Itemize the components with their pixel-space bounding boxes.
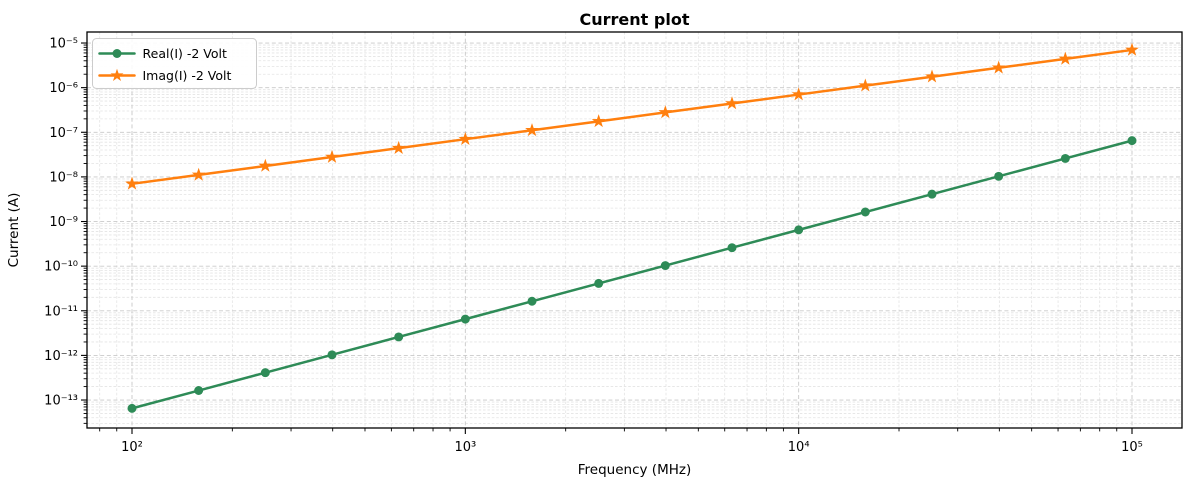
y-tick-label: 10⁻¹⁰ [44, 260, 78, 275]
y-axis-label: Current (A) [6, 193, 22, 268]
chart-title: Current plot [580, 10, 690, 29]
y-tick-label: 10⁻⁸ [49, 170, 78, 185]
data-point-marker [991, 60, 1006, 74]
y-tick-label: 10⁻⁹ [49, 215, 78, 230]
axis-ticks [81, 42, 1133, 434]
data-point-marker [1125, 42, 1139, 56]
x-tick-label: 10³ [454, 440, 476, 455]
data-point-marker [994, 171, 1004, 181]
data-point-marker [727, 243, 737, 253]
grid-minor [87, 32, 1182, 428]
legend-item-label: Imag(I) -2 Volt [143, 68, 232, 83]
x-tick-label: 10⁴ [788, 440, 810, 455]
legend-marker-star [110, 68, 124, 81]
data-point-marker [658, 105, 673, 119]
legend-item-label: Real(I) -2 Volt [143, 46, 227, 61]
data-point-marker [860, 207, 870, 217]
series-line-0 [130, 139, 1134, 410]
data-point-marker [394, 332, 404, 342]
data-point-marker [191, 167, 206, 181]
y-tick-label: 10⁻¹³ [44, 394, 78, 409]
data-point-marker [594, 278, 604, 288]
data-point-marker [527, 296, 537, 306]
x-tick-label: 10² [121, 440, 143, 455]
data-point-marker [725, 96, 739, 110]
data-point-marker [391, 140, 406, 154]
series-0 [127, 136, 1137, 413]
y-tick-label: 10⁻⁵ [49, 37, 78, 52]
axis-tick-labels: 10² 10³ 10⁴ 10⁵ 10⁻⁵ 10⁻⁶ 10⁻⁷ 10⁻⁸ 10⁻⁹ 10⁻¹⁰ 10⁻… [44, 37, 1143, 455]
plot-border [86, 31, 1183, 429]
data-point-marker [1058, 51, 1073, 65]
legend-item: Real(I) -2 Volt [98, 46, 227, 61]
data-point-marker [1060, 153, 1070, 163]
data-point-marker [260, 368, 270, 378]
x-axis-label: Frequency (MHz) [578, 462, 691, 478]
data-point-marker [325, 149, 339, 163]
series-1 [125, 42, 1139, 190]
data-point-marker [591, 114, 606, 128]
data-point-marker [1127, 136, 1137, 146]
data-point-marker [525, 123, 539, 137]
series-line-1 [130, 48, 1134, 186]
data-point-marker [258, 158, 273, 172]
data-point-marker [858, 78, 873, 92]
data-point-marker [194, 386, 204, 395]
legend-marker-circle [112, 49, 122, 58]
x-tick-label: 10⁵ [1121, 440, 1143, 455]
y-tick-label: 10⁻⁷ [49, 126, 78, 141]
legend-item: Imag(I) -2 Volt [98, 68, 232, 83]
data-point-marker [927, 189, 937, 199]
data-point-marker [660, 261, 670, 271]
data-point-marker [791, 87, 806, 101]
legend-box: Real(I) -2 Volt Imag(I) -2 Volt [92, 38, 257, 89]
y-tick-label: 10⁻¹¹ [44, 304, 78, 319]
data-point-marker [125, 176, 139, 190]
y-tick-label: 10⁻⁶ [49, 81, 78, 96]
data-point-marker [127, 403, 137, 413]
data-point-marker [460, 314, 470, 324]
data-point-marker [925, 69, 939, 83]
data-point-marker [794, 225, 804, 235]
axes-spines [86, 31, 1183, 429]
series-lines [125, 42, 1139, 413]
data-point-marker [327, 350, 337, 360]
y-tick-label: 10⁻¹² [44, 349, 78, 364]
data-point-marker [458, 131, 473, 146]
